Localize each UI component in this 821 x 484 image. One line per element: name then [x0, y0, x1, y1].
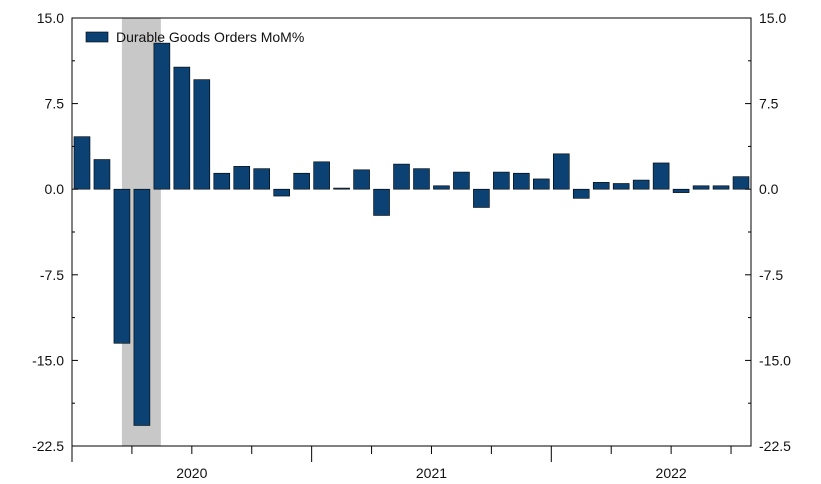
bar [413, 168, 430, 190]
bar [473, 188, 490, 208]
bar [712, 185, 730, 190]
bar [93, 159, 111, 190]
bar [273, 188, 290, 197]
right-axis: 15.0 7.5 0.0 -7.5 -15.0 -22.5 [745, 10, 791, 454]
left-tick-label: -22.5 [32, 438, 64, 454]
x-axis: 2020 2021 2022 [71, 446, 732, 481]
left-tick-label: -15.0 [32, 352, 64, 368]
bar [113, 188, 131, 344]
legend-swatch [85, 31, 109, 43]
bar [173, 66, 191, 190]
bar [612, 183, 630, 190]
bar [552, 153, 570, 190]
bar [233, 166, 251, 190]
bar [313, 161, 330, 190]
bar [433, 185, 450, 190]
bar [453, 171, 470, 190]
legend: Durable Goods Orders MoM% [85, 29, 304, 45]
bar [373, 188, 390, 216]
bar [393, 163, 410, 190]
x-year-label: 2020 [176, 465, 207, 481]
bar [533, 178, 550, 190]
bar [493, 171, 510, 190]
right-tick-label: 15.0 [759, 10, 786, 26]
bar [133, 188, 151, 426]
bar [513, 172, 530, 190]
left-tick-label: 7.5 [45, 96, 65, 112]
right-tick-label: -15.0 [759, 352, 791, 368]
right-tick-label: -22.5 [759, 438, 791, 454]
bar [732, 176, 750, 190]
bar [213, 172, 231, 190]
legend-label: Durable Goods Orders MoM% [116, 29, 304, 45]
bars-layer [73, 42, 750, 426]
bar [632, 179, 650, 190]
x-year-label: 2022 [656, 465, 687, 481]
x-year-label: 2021 [416, 465, 447, 481]
bar [692, 185, 710, 190]
right-tick-label: 7.5 [759, 96, 779, 112]
bar [353, 169, 370, 190]
bar [672, 188, 690, 193]
left-tick-label: 15.0 [37, 10, 64, 26]
bar [253, 168, 271, 190]
bar [652, 162, 670, 190]
right-tick-label: 0.0 [759, 181, 779, 197]
bar [153, 42, 171, 190]
bar [193, 79, 211, 190]
left-axis: 15.0 7.5 0.0 -7.5 -15.0 -22.5 [32, 10, 78, 454]
right-tick-label: -7.5 [759, 267, 783, 283]
bar [73, 136, 91, 190]
bar [333, 187, 350, 190]
left-tick-label: 0.0 [45, 181, 65, 197]
bar [572, 188, 590, 199]
left-tick-label: -7.5 [40, 267, 64, 283]
bar [592, 182, 610, 190]
bar [293, 172, 310, 190]
